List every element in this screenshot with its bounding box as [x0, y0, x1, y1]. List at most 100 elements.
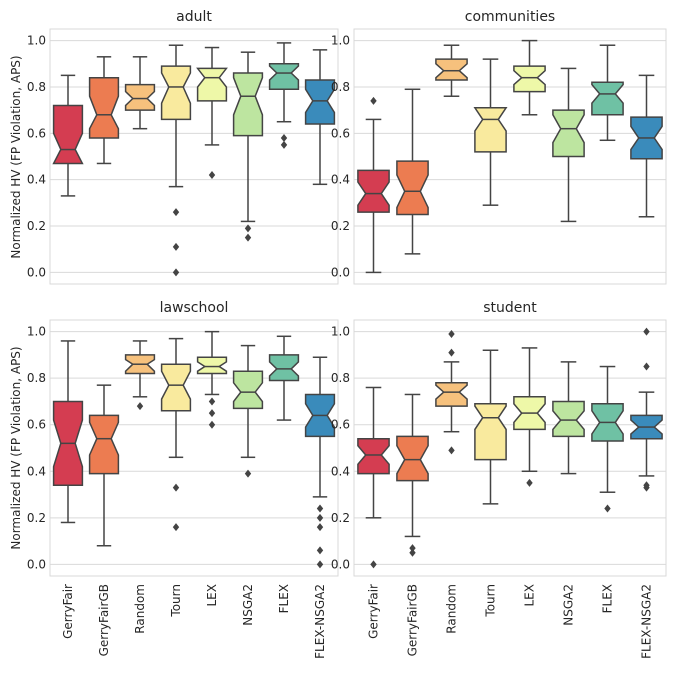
flier-point [526, 478, 533, 487]
x-tick-label: Random [133, 584, 147, 634]
y-tick-label: 0.6 [27, 418, 46, 432]
flier-point [316, 523, 324, 532]
flier-point [280, 140, 288, 149]
x-tick-label: GerryFairGB [406, 584, 420, 656]
flier-point [208, 409, 216, 418]
box-LEX [196, 330, 228, 429]
y-tick-label: 0.4 [331, 173, 350, 187]
notched-box [160, 65, 192, 121]
x-tick-label: Tourn [484, 584, 498, 618]
flier-point [172, 208, 180, 217]
y-tick-label: 1.0 [27, 34, 46, 48]
x-tick-label: LEX [523, 584, 537, 607]
panel-title: communities [465, 9, 555, 25]
x-tick-label: FLEX-NSGA2 [640, 584, 654, 659]
y-tick-label: 0.0 [331, 265, 350, 279]
notched-box [160, 363, 192, 412]
notched-box [435, 382, 468, 407]
x-tick-label: FLEX [277, 584, 291, 613]
y-tick-label: 0.8 [27, 371, 46, 385]
box-NSGA2 [552, 67, 585, 223]
flier-point [643, 327, 650, 336]
panel-lawschool: 0.0 0.2 0.4 0.6 0.8 1.0 lawschool GerryFair Gerr… [27, 300, 339, 659]
y-tick-label: 0.2 [331, 511, 350, 525]
box-GerryFair [52, 74, 84, 197]
y-tick-label: 0.8 [331, 371, 350, 385]
x-tick-label: GerryFair [61, 584, 75, 639]
flier-point [208, 171, 216, 180]
flier-point [448, 348, 455, 357]
box-Tourn [160, 44, 192, 277]
box-FLEX-NSGA2 [304, 49, 336, 186]
flier-point [172, 268, 180, 277]
y-tick-label: 0.6 [331, 418, 350, 432]
flier-point [604, 504, 611, 513]
y-tick-label: 1.0 [27, 325, 46, 339]
notched-box [232, 370, 264, 410]
notched-box [552, 109, 585, 158]
y-tick-label: 0.6 [27, 126, 46, 140]
y-tick-label: 0.4 [27, 173, 46, 187]
notched-box [552, 400, 585, 438]
flier-point [316, 546, 324, 555]
flier-point [316, 504, 324, 513]
box-LEX [196, 46, 228, 180]
box-Random [124, 340, 156, 411]
flier-point [172, 523, 180, 532]
y-tick-label: 0.0 [27, 265, 46, 279]
panel-adult: 0.0 0.2 0.4 0.6 0.8 1.0 adult [27, 9, 339, 285]
notched-box [304, 79, 336, 125]
flier-point [316, 560, 324, 569]
y-tick-label: 0.8 [331, 80, 350, 94]
box-FLEX [268, 42, 300, 149]
y-tick-label: 0.6 [331, 126, 350, 140]
y-axis-label-top: Normalized HV (FP Violation, APS) [9, 55, 23, 258]
flier-point [172, 242, 180, 251]
notched-box [357, 169, 390, 213]
box-GerryFair [52, 340, 84, 524]
box-GerryFairGB [88, 384, 120, 547]
y-tick-label: 0.4 [331, 464, 350, 478]
box-LEX [513, 39, 546, 116]
notched-box [124, 83, 156, 111]
panel-title: adult [176, 9, 212, 25]
box-Tourn [160, 337, 192, 532]
flier-point [208, 397, 216, 406]
y-tick-label: 0.0 [27, 557, 46, 571]
notched-box [357, 437, 390, 475]
flier-point [370, 560, 377, 569]
box-GerryFair [357, 386, 390, 569]
notched-box [396, 435, 429, 482]
panel-title: student [483, 300, 537, 316]
flier-point [244, 233, 252, 242]
x-tick-label: Tourn [169, 584, 183, 618]
box-FLEX [591, 365, 624, 513]
notched-box [473, 107, 508, 153]
y-tick-label: 0.8 [27, 80, 46, 94]
notched-box [52, 104, 84, 165]
box-Random [435, 329, 468, 455]
panel-title: lawschool [160, 300, 229, 316]
flier-point [409, 548, 416, 557]
flier-point [316, 513, 324, 522]
flier-point [172, 483, 180, 492]
box-NSGA2 [232, 344, 264, 478]
box-FLEX-NSGA2 [630, 74, 663, 218]
notched-box [88, 76, 120, 139]
x-tick-label: FLEX [601, 584, 615, 613]
y-tick-label: 0.2 [27, 511, 46, 525]
flier-point [409, 544, 416, 553]
panel-communities: 0.0 0.2 0.4 0.6 0.8 1.0 communities [331, 9, 667, 285]
box-NSGA2 [232, 51, 264, 242]
x-tick-label: NSGA2 [562, 584, 576, 626]
flier-point [244, 469, 252, 478]
notched-box [268, 354, 300, 382]
y-tick-label: 1.0 [331, 34, 350, 48]
notched-box [435, 58, 468, 81]
box-GerryFair [357, 96, 390, 274]
box-FLEX-NSGA2 [630, 327, 663, 492]
panel-student: 0.0 0.2 0.4 0.6 0.8 1.0 student GerryFair GerryF… [331, 300, 667, 659]
notched-box [196, 356, 228, 375]
box-Tourn [473, 58, 508, 206]
